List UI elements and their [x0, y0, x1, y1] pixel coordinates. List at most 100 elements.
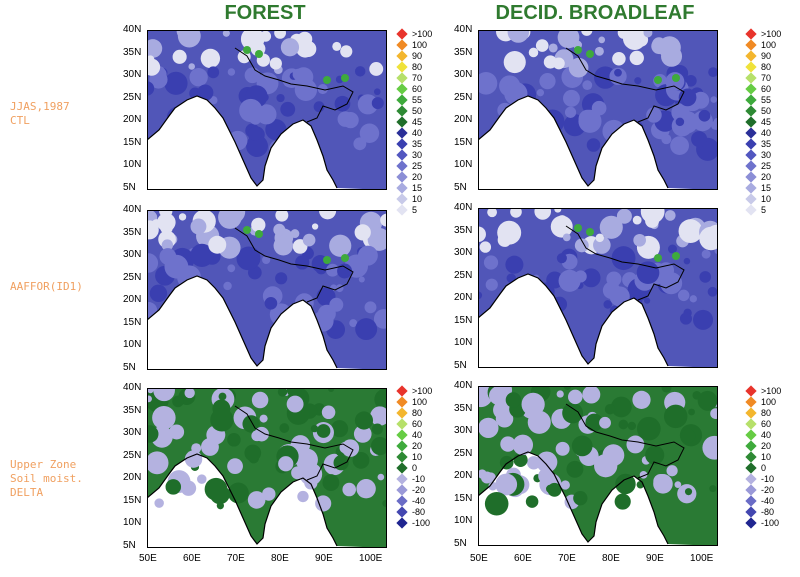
lon-tick-label: 60E	[183, 553, 201, 564]
legend-label: 60	[761, 83, 772, 94]
legend-swatch	[745, 505, 757, 518]
legend-entry: -10	[745, 472, 795, 485]
lat-tick-label: 30N	[454, 247, 473, 258]
lat-tick-label: 40N	[454, 202, 473, 213]
legend-entry: 10	[745, 450, 795, 463]
legend-swatch	[745, 461, 757, 474]
legend-label: 10	[761, 193, 772, 204]
map-panel	[478, 30, 718, 190]
legend-label: -40	[412, 495, 426, 506]
legend-swatch	[396, 60, 408, 73]
legend-entry: 80	[745, 60, 795, 73]
legend-swatch	[745, 137, 757, 150]
lat-tick-label: 15N	[454, 492, 473, 504]
legend-label: -80	[761, 506, 775, 517]
legend-entry: -20	[745, 483, 795, 496]
legend-label: 50	[412, 105, 423, 116]
legend-label: 80	[412, 61, 423, 72]
map-graphic	[478, 386, 718, 546]
lat-tick-label: 30N	[123, 249, 142, 260]
legend-label: -20	[412, 484, 426, 495]
legend-label: >100	[761, 28, 782, 39]
legend-entry: 25	[745, 159, 795, 172]
legend-label: 60	[412, 418, 423, 429]
legend-swatch	[745, 494, 757, 507]
legend-entry: 60	[396, 82, 446, 95]
lat-tick-label: 15N	[123, 494, 142, 506]
legend-entry: 40	[396, 428, 446, 441]
legend-swatch	[396, 115, 408, 128]
legend-entry: 15	[396, 181, 446, 194]
legend-swatch	[745, 126, 757, 139]
legend-swatch	[396, 38, 408, 51]
legend-label: 35	[412, 138, 423, 149]
legend-swatch	[745, 406, 757, 419]
legend-swatch	[745, 82, 757, 95]
legend-label: -10	[761, 473, 775, 484]
lat-tick-label: 30N	[123, 69, 142, 80]
legend-entry: 70	[745, 71, 795, 84]
legend-entry: 80	[396, 60, 446, 73]
lat-tick-label: 20N	[123, 294, 142, 305]
lat-tick-label: 25N	[123, 91, 142, 103]
legend-entry: 35	[396, 137, 446, 150]
lat-tick-label: 40N	[123, 24, 142, 35]
legend-swatch	[396, 417, 408, 430]
lat-tick-label: 10N	[123, 517, 142, 528]
lat-tick-label: 40N	[123, 382, 142, 393]
lon-tick-label: 50E	[470, 553, 488, 564]
legend-delta-row3: >100 100 80 60 40 20 10 0 -10 -20 -40 -80 -100	[396, 384, 446, 529]
legend-swatch	[396, 170, 408, 183]
lat-tick-label: 10N	[454, 159, 473, 170]
legend-label: 25	[761, 160, 772, 171]
legend-label: 100	[761, 396, 777, 407]
legend-swatch	[396, 137, 408, 150]
legend-swatch	[745, 483, 757, 496]
legend-entry: 80	[745, 406, 795, 419]
legend-swatch	[396, 71, 408, 84]
lat-tick-label: 25N	[454, 447, 473, 459]
legend-entry: 60	[745, 417, 795, 430]
map-graphic	[478, 30, 718, 190]
lat-tick-label: 35N	[454, 402, 473, 414]
lat-tick-label: 25N	[454, 269, 473, 281]
lon-tick-label: 80E	[602, 553, 620, 564]
legend-label: 100	[761, 39, 777, 50]
legend-label: 90	[761, 50, 772, 61]
legend-entry: 80	[396, 406, 446, 419]
legend-swatch	[396, 472, 408, 485]
legend-label: 40	[412, 127, 423, 138]
legend-entry: 5	[745, 203, 795, 216]
lat-tick-label: 20N	[454, 114, 473, 125]
legend-entry: 90	[396, 49, 446, 62]
legend-swatch	[745, 60, 757, 73]
legend-swatch	[745, 148, 757, 161]
legend-entry: >100	[396, 27, 446, 40]
legend-entry: 55	[745, 93, 795, 106]
legend-label: -20	[761, 484, 775, 495]
legend-label: -100	[412, 517, 431, 528]
legend-label: 100	[412, 396, 428, 407]
legend-entry: -40	[745, 494, 795, 507]
legend-label: 20	[761, 440, 772, 451]
legend-label: >100	[761, 385, 782, 396]
map-panel	[147, 210, 387, 370]
legend-swatch	[745, 192, 757, 205]
legend-label: 90	[412, 50, 423, 61]
legend-swatch	[396, 126, 408, 139]
legend-entry: 100	[745, 395, 795, 408]
lon-tick-label: 100E	[359, 553, 383, 564]
lon-tick-label: 90E	[315, 553, 333, 564]
legend-entry: 0	[396, 461, 446, 474]
legend-entry: 20	[396, 439, 446, 452]
legend-label: 50	[761, 105, 772, 116]
row-label-delta: Upper Zone Soil moist. DELTA	[10, 458, 83, 499]
legend-swatch	[745, 472, 757, 485]
legend-swatch	[745, 38, 757, 51]
lat-tick-label: 15N	[454, 136, 473, 148]
legend-swatch	[745, 104, 757, 117]
lon-tick-label: 80E	[271, 553, 289, 564]
legend-label: -80	[412, 506, 426, 517]
lat-tick-label: 5N	[123, 181, 136, 193]
legend-label: 45	[761, 116, 772, 127]
